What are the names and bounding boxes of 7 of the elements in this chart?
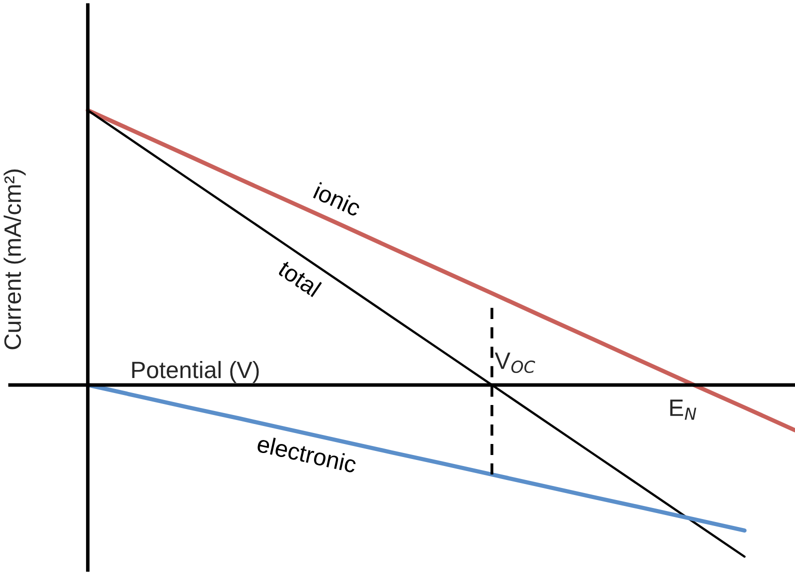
x-axis-title: Potential (V) xyxy=(132,360,259,383)
text: total xyxy=(276,259,322,298)
annotation: E$_{N}$ xyxy=(670,400,696,420)
y-axis-title: Current (mA/cm²) xyxy=(4,170,26,350)
text: electronic xyxy=(256,434,358,474)
annotation: V$_{OC}$ xyxy=(494,352,536,374)
text: ionic xyxy=(312,182,362,217)
